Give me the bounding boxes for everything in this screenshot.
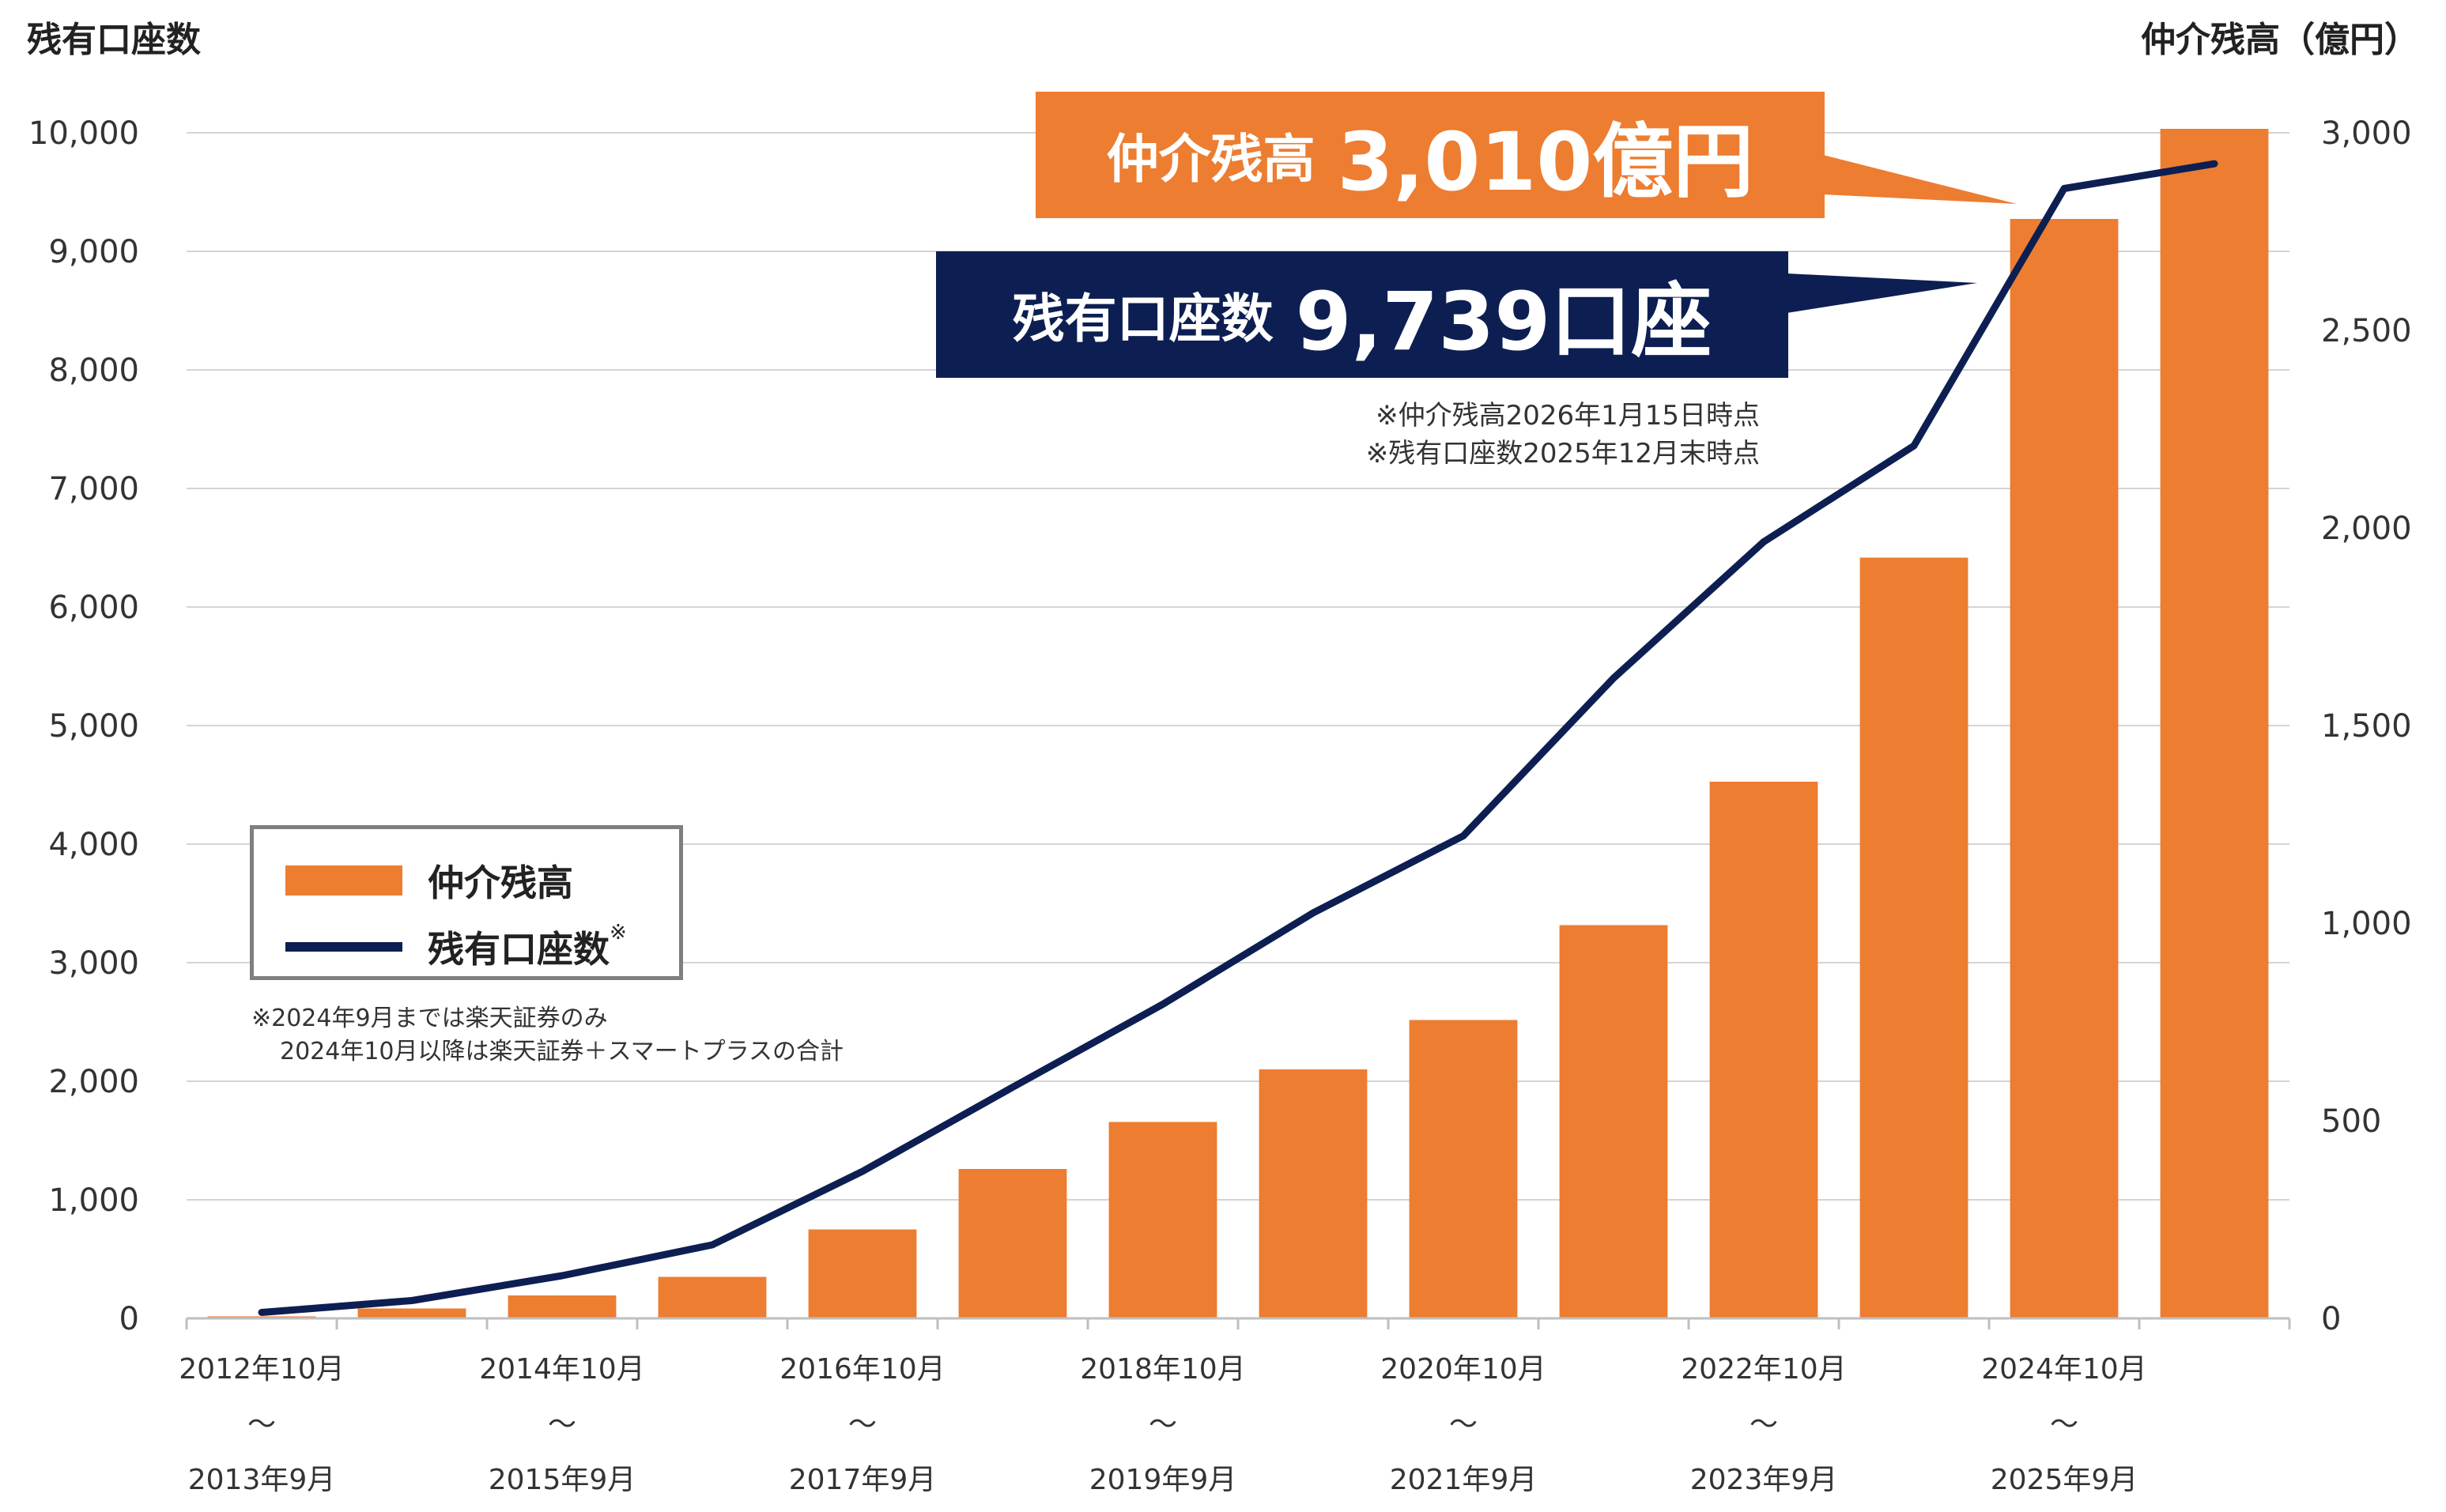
accounts-line — [258, 160, 2218, 1316]
bar — [508, 1295, 617, 1318]
bar — [658, 1276, 767, 1318]
x-tick-label-end: 2013年9月 — [188, 1464, 336, 1496]
legend-bar-swatch — [285, 865, 402, 896]
x-tick-range-symbol: ～ — [247, 1408, 276, 1441]
bar — [2010, 219, 2119, 1318]
legend-label-accounts: 残有口座数 — [428, 928, 610, 971]
bar — [357, 1308, 466, 1318]
right-tick-label: 1,000 — [2321, 906, 2412, 942]
footnote: ※2024年9月までは楽天証券のみ 2024年10月以降は楽天証券＋スマートプラ… — [251, 1002, 844, 1069]
legend-item-accounts: 残有口座数※ — [285, 921, 627, 973]
x-tick-label-start: 2012年10月 — [179, 1353, 344, 1386]
right-tick-label: 2,500 — [2321, 313, 2412, 349]
bar — [1108, 1122, 1217, 1318]
bar — [1859, 557, 1969, 1318]
balance-callout: 仲介残高 3,010億円 — [1036, 92, 1825, 218]
x-tick-label-end: 2019年9月 — [1089, 1464, 1237, 1496]
x-tick-range-symbol: ～ — [2050, 1408, 2078, 1441]
balance-callout-pointer — [1823, 155, 2017, 204]
x-tick-range-symbol: ～ — [848, 1408, 877, 1441]
x-tick-label-end: 2021年9月 — [1390, 1464, 1538, 1496]
x-tick-label-start: 2024年10月 — [1981, 1353, 2146, 1386]
left-tick-label: 4,000 — [48, 827, 139, 863]
x-tick-label-end: 2025年9月 — [1991, 1464, 2138, 1496]
balance-callout-value: 3,010億円 — [1337, 115, 1754, 209]
x-tick-range-symbol: ～ — [548, 1408, 576, 1441]
x-tick-label-start: 2014年10月 — [479, 1353, 644, 1386]
note-balance-date: ※仲介残高2026年1月15日時点 — [1376, 400, 1760, 432]
left-tick-label: 5,000 — [48, 708, 139, 745]
legend-label-accounts-wrap: 残有口座数※ — [428, 921, 627, 973]
x-tick-label-end: 2023年9月 — [1690, 1464, 1838, 1496]
legend-line-swatch — [285, 942, 402, 952]
x-tick-label-start: 2016年10月 — [779, 1353, 945, 1386]
legend-label-balance: 仲介残高 — [428, 862, 573, 904]
legend-note-mark: ※ — [610, 921, 627, 945]
bar — [1709, 782, 1818, 1318]
right-tick-label: 3,000 — [2321, 115, 2412, 152]
accounts-callout-pointer — [1787, 273, 1977, 313]
bar — [958, 1169, 1067, 1318]
x-tick-range-symbol: ～ — [1149, 1408, 1177, 1441]
x-tick-label-end: 2015年9月 — [489, 1464, 636, 1496]
bar — [1559, 925, 1668, 1318]
footnote-line-2: 2024年10月以降は楽天証券＋スマートプラスの合計 — [280, 1038, 844, 1065]
footnote-line-1: ※2024年9月までは楽天証券のみ — [251, 1005, 608, 1032]
right-tick-label: 1,500 — [2321, 708, 2412, 745]
accounts-callout: 残有口座数 9,739口座 — [936, 251, 1788, 378]
left-tick-label: 10,000 — [28, 115, 139, 152]
balance-callout-label: 仲介残高 — [1106, 129, 1315, 190]
left-tick-label: 7,000 — [48, 471, 139, 507]
bar — [1259, 1069, 1368, 1318]
x-tick-label-end: 2017年9月 — [789, 1464, 937, 1496]
bar — [808, 1229, 917, 1318]
right-tick-label: 0 — [2321, 1301, 2341, 1337]
x-tick-label-start: 2020年10月 — [1380, 1353, 1546, 1386]
accounts-callout-value: 9,739口座 — [1295, 274, 1712, 369]
x-tick-range-symbol: ～ — [1750, 1408, 1778, 1441]
right-tick-label: 500 — [2321, 1103, 2381, 1140]
left-tick-label: 9,000 — [48, 234, 139, 270]
left-tick-label: 2,000 — [48, 1064, 139, 1100]
right-tick-label: 2,000 — [2321, 511, 2412, 547]
x-tick-range-symbol: ～ — [1449, 1408, 1478, 1441]
left-tick-label: 3,000 — [48, 945, 139, 982]
left-axis-title: 残有口座数 — [27, 20, 201, 60]
legend-item-balance: 仲介残高 — [285, 854, 573, 907]
right-axis-title: 仲介残高（億円） — [2141, 20, 2419, 60]
left-tick-label: 0 — [119, 1301, 139, 1337]
left-tick-label: 6,000 — [48, 590, 139, 626]
note-accounts-date: ※残有口座数2025年12月末時点 — [1365, 438, 1760, 469]
accounts-callout-label: 残有口座数 — [1012, 288, 1274, 349]
x-tick-label-start: 2018年10月 — [1080, 1353, 1245, 1386]
x-tick-label-start: 2022年10月 — [1681, 1353, 1846, 1386]
left-tick-label: 8,000 — [48, 353, 139, 389]
legend: 仲介残高 残有口座数※ — [250, 825, 683, 980]
bar — [1409, 1020, 1518, 1318]
timestamp-notes: ※仲介残高2026年1月15日時点 ※残有口座数2025年12月末時点 — [1366, 397, 1760, 473]
left-tick-label: 1,000 — [48, 1182, 139, 1219]
bar — [2160, 129, 2269, 1318]
